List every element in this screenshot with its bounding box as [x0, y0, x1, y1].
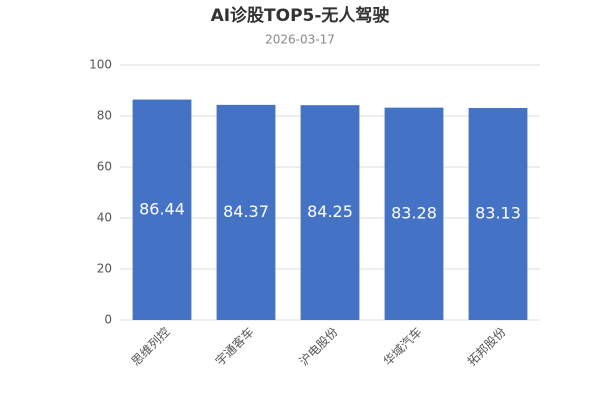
- bar: [384, 107, 444, 320]
- y-tick-label: 40: [97, 211, 112, 225]
- y-tick-label: 100: [89, 58, 112, 72]
- bar: [216, 104, 276, 320]
- y-tick-label: 60: [97, 160, 112, 174]
- value-label: 83.13: [475, 204, 521, 223]
- x-tick-label: 沪电股份: [297, 325, 341, 369]
- chart-subtitle: 2026-03-17: [265, 33, 335, 47]
- chart-title: AI诊股TOP5-无人驾驶: [211, 5, 390, 26]
- y-tick-label: 0: [104, 313, 112, 327]
- x-tick-label: 思维列控: [129, 325, 173, 369]
- bar: [468, 108, 528, 321]
- value-label: 86.44: [139, 199, 185, 218]
- y-tick-label: 80: [97, 109, 112, 123]
- value-label: 84.37: [223, 202, 269, 221]
- value-label: 83.28: [391, 203, 437, 222]
- x-tick-label: 拓邦股份: [465, 325, 509, 369]
- bar: [300, 105, 360, 320]
- x-tick-label: 宇通客车: [212, 324, 257, 369]
- x-tick-label: 华域汽车: [380, 324, 425, 369]
- y-tick-label: 20: [97, 262, 112, 276]
- value-label: 84.25: [307, 202, 353, 221]
- bar: [132, 99, 192, 320]
